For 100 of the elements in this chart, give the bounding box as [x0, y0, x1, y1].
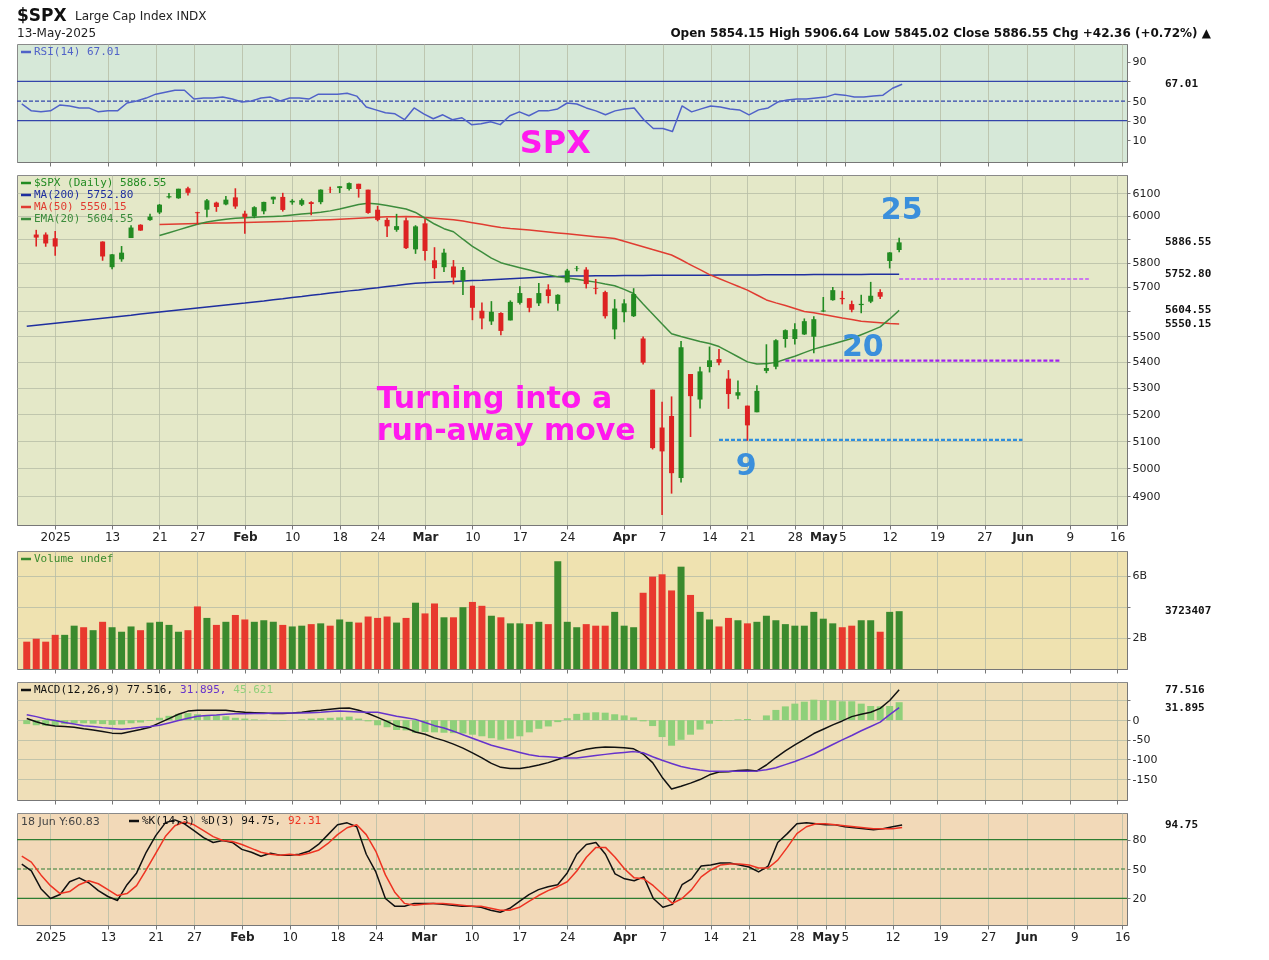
y-tick-label: -100 [1132, 752, 1158, 766]
bar [819, 618, 827, 669]
legend-label: MA(50) 5550.15 [34, 200, 127, 213]
x-tick-label: 5 [838, 529, 847, 544]
bar [374, 617, 382, 669]
y-tick-label: 90 [1132, 55, 1147, 69]
bar [165, 624, 173, 669]
candlestick [413, 224, 419, 255]
bar [80, 720, 88, 724]
bar [222, 716, 230, 721]
bar [279, 624, 287, 669]
y-tick-label: 5500 [1132, 329, 1161, 343]
x-tick-label: Feb [230, 929, 255, 944]
candlestick [792, 322, 798, 346]
candlestick [631, 287, 637, 318]
bar [563, 621, 571, 669]
candlestick [52, 230, 58, 257]
legend-label: MA(200) 5752.80 [34, 188, 134, 201]
x-tick-label: Mar [412, 529, 439, 544]
bar [762, 715, 770, 721]
candlestick [612, 298, 618, 341]
candlestick [441, 247, 447, 273]
annotation: 25 [880, 191, 923, 226]
bar [99, 621, 107, 669]
bar [449, 617, 457, 669]
y-tick-label: 5400 [1132, 355, 1161, 369]
x-tick-label: 9 [1071, 929, 1079, 944]
y-tick-label: 50 [1132, 862, 1147, 876]
candlestick [432, 246, 437, 280]
x-tick-label: 27 [977, 529, 993, 544]
bar [137, 630, 145, 669]
bar [677, 566, 685, 669]
candlestick [460, 266, 466, 296]
bar [677, 720, 685, 740]
candlestick [707, 345, 712, 374]
bar [108, 627, 116, 669]
candlestick [811, 315, 817, 354]
bar [193, 606, 201, 669]
bar [393, 622, 401, 669]
bar [867, 620, 875, 669]
bar [706, 720, 713, 724]
x-tick-label: 13 [100, 929, 117, 944]
bar [800, 625, 808, 669]
bar [620, 625, 628, 669]
bar [535, 621, 543, 669]
series-label: 92.31 [288, 814, 322, 827]
text: 5752.80 [1165, 267, 1212, 281]
bar [42, 641, 50, 669]
bar [554, 561, 562, 669]
bar [848, 625, 856, 669]
candlestick [583, 266, 589, 290]
bar [89, 630, 97, 669]
y-tick-label: 5100 [1132, 434, 1161, 448]
y-tick-label: 6000 [1132, 209, 1161, 223]
y-tick-label: 5200 [1132, 407, 1161, 421]
candlestick [688, 373, 694, 438]
bar [857, 620, 865, 669]
candlestick [659, 400, 665, 516]
bar [497, 720, 505, 740]
annotation: 9 [735, 446, 757, 482]
candlestick [754, 384, 760, 414]
bar [118, 631, 126, 669]
x-tick-label: Jun [1015, 929, 1038, 944]
text: 31.895 [1165, 700, 1205, 714]
legend-label: MACD(12,26,9) 77.516, [34, 683, 174, 696]
bar [468, 601, 476, 669]
x-tick-label: 27 [186, 929, 203, 944]
bar [118, 720, 126, 725]
bar [355, 622, 363, 669]
bar [288, 626, 296, 669]
bar [478, 605, 486, 669]
candlestick [744, 404, 750, 442]
bar [212, 624, 220, 669]
bar [468, 720, 476, 735]
bar [639, 592, 647, 669]
x-tick-label: Jun [1011, 529, 1034, 544]
bar [70, 625, 78, 669]
bar [459, 720, 467, 734]
x-tick-label: May [812, 929, 840, 944]
x-tick-label: 9 [1066, 529, 1075, 544]
bar [658, 720, 666, 738]
candlestick [716, 348, 722, 367]
bar [895, 702, 903, 721]
bar [459, 607, 467, 669]
x-tick-label: May [810, 529, 838, 544]
text: 77.516 [1165, 682, 1206, 696]
bar [620, 715, 628, 721]
y-tick-label: 5700 [1132, 280, 1161, 294]
bar [535, 720, 543, 729]
bar [336, 619, 344, 669]
x-tick-label: 24 [368, 929, 384, 944]
bar [127, 626, 135, 669]
y-tick-label: -50 [1132, 733, 1151, 747]
x-tick-label: 7 [659, 929, 668, 944]
bar [156, 621, 163, 669]
bar [478, 720, 486, 737]
x-tick-label: 24 [560, 529, 576, 544]
y-tick-label: 5800 [1132, 256, 1161, 270]
candlestick [593, 278, 599, 296]
text: 67.01 [1165, 77, 1199, 91]
